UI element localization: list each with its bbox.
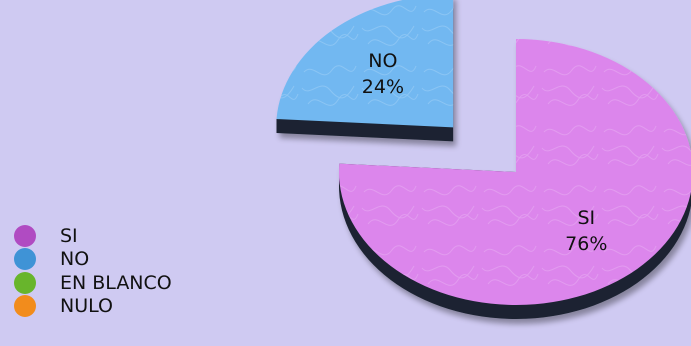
legend-swatch-no [14,248,36,271]
slice-label-percent-no: 24% [362,76,404,98]
pie-slice-no [276,0,454,142]
legend-label-nulo: NULO [60,295,113,318]
legend-swatch-nulo [14,295,36,318]
pie-slice-si [338,39,691,319]
chart-legend: SI NO EN BLANCO NULO [14,224,172,318]
slice-label-category-no: NO [368,50,397,72]
slice-label-category-si: SI [577,207,595,229]
legend-item-nulo: NULO [14,295,172,319]
legend-item-no: NO [14,248,172,272]
pie-slice-texture-no [276,0,454,128]
pie-slice-texture-si [338,39,691,305]
legend-item-en-blanco: EN BLANCO [14,271,172,295]
legend-label-si: SI [60,224,78,247]
legend-swatch-en-blanco [14,271,36,294]
legend-item-si: SI [14,224,172,248]
legend-label-no: NO [60,248,90,271]
slice-label-percent-si: 76% [565,233,607,255]
legend-label-en-blanco: EN BLANCO [60,271,172,294]
legend-swatch-si [14,224,36,247]
